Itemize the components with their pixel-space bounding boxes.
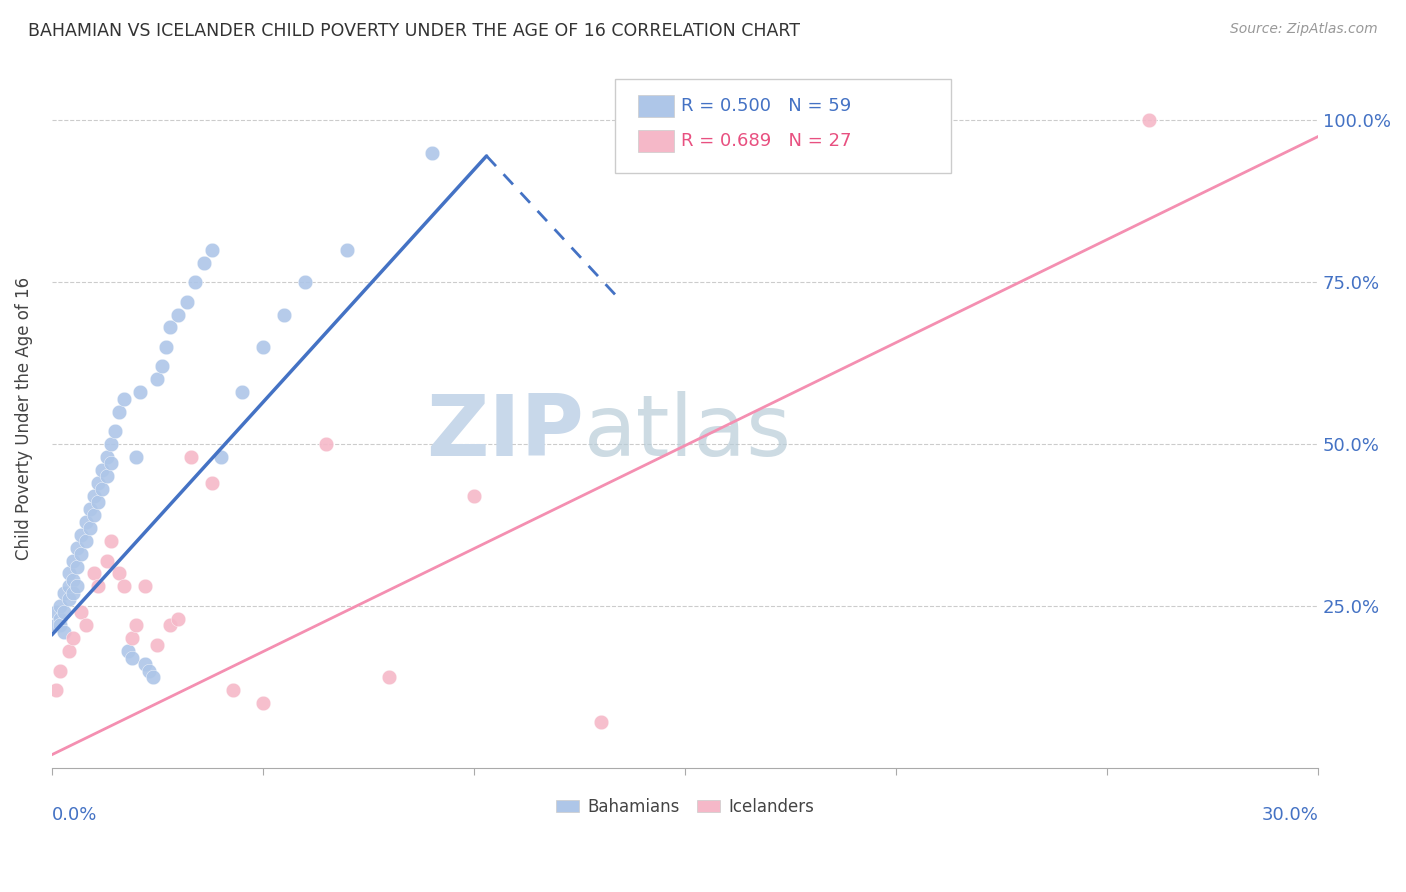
Point <box>180 450 202 464</box>
Point <box>378 670 401 684</box>
FancyBboxPatch shape <box>616 79 950 173</box>
Point <box>252 340 274 354</box>
Point <box>252 696 274 710</box>
Point <box>167 612 190 626</box>
Point <box>87 495 110 509</box>
Point <box>75 534 97 549</box>
Point <box>104 424 127 438</box>
Point <box>45 605 67 619</box>
Point <box>62 586 84 600</box>
Text: R = 0.689   N = 27: R = 0.689 N = 27 <box>681 131 852 150</box>
Text: ZIP: ZIP <box>426 391 583 474</box>
Point <box>159 618 181 632</box>
Point <box>49 664 72 678</box>
Point <box>134 579 156 593</box>
Point <box>294 275 316 289</box>
Point <box>138 664 160 678</box>
Point <box>58 579 80 593</box>
Text: 0.0%: 0.0% <box>52 806 97 824</box>
Point <box>100 437 122 451</box>
Point <box>155 340 177 354</box>
Point <box>117 644 139 658</box>
Point <box>87 579 110 593</box>
Point <box>336 243 359 257</box>
Point <box>134 657 156 672</box>
Point <box>62 631 84 645</box>
FancyBboxPatch shape <box>638 130 673 153</box>
Point <box>62 573 84 587</box>
Point <box>96 469 118 483</box>
Point <box>87 475 110 490</box>
Point <box>146 372 169 386</box>
Point <box>201 243 224 257</box>
Point <box>75 515 97 529</box>
Point <box>121 650 143 665</box>
Point <box>315 437 337 451</box>
Point <box>83 489 105 503</box>
Y-axis label: Child Poverty Under the Age of 16: Child Poverty Under the Age of 16 <box>15 277 32 559</box>
Point <box>49 612 72 626</box>
Point <box>66 541 89 555</box>
Point <box>53 605 76 619</box>
Point <box>53 586 76 600</box>
Point <box>129 385 152 400</box>
Point <box>150 359 173 374</box>
Point <box>91 463 114 477</box>
Point <box>121 631 143 645</box>
Point <box>49 618 72 632</box>
Point <box>125 618 148 632</box>
Point <box>91 483 114 497</box>
Text: 30.0%: 30.0% <box>1261 806 1319 824</box>
Point <box>184 275 207 289</box>
Point <box>146 638 169 652</box>
Point <box>100 457 122 471</box>
Point <box>75 618 97 632</box>
Point <box>1137 113 1160 128</box>
Point <box>222 683 245 698</box>
Point <box>70 547 93 561</box>
Point <box>70 527 93 541</box>
Point <box>58 592 80 607</box>
Point <box>96 553 118 567</box>
Point <box>49 599 72 613</box>
Point <box>231 385 253 400</box>
Point <box>193 256 215 270</box>
Point <box>83 566 105 581</box>
Point <box>53 624 76 639</box>
Point <box>209 450 232 464</box>
Point <box>201 475 224 490</box>
Legend: Bahamians, Icelanders: Bahamians, Icelanders <box>550 791 821 822</box>
Point <box>463 489 485 503</box>
Point <box>112 579 135 593</box>
Point <box>66 560 89 574</box>
Point <box>66 579 89 593</box>
Point <box>58 566 80 581</box>
Point <box>273 308 295 322</box>
Point <box>83 508 105 523</box>
Text: atlas: atlas <box>583 391 792 474</box>
Point <box>176 294 198 309</box>
Text: R = 0.500   N = 59: R = 0.500 N = 59 <box>681 96 852 114</box>
Point <box>62 553 84 567</box>
Point <box>125 450 148 464</box>
Point <box>108 404 131 418</box>
Point <box>96 450 118 464</box>
Point <box>100 534 122 549</box>
Point <box>108 566 131 581</box>
Point <box>45 683 67 698</box>
Point <box>112 392 135 406</box>
Point <box>79 521 101 535</box>
Point <box>58 644 80 658</box>
Point <box>70 605 93 619</box>
Point <box>159 320 181 334</box>
Text: Source: ZipAtlas.com: Source: ZipAtlas.com <box>1230 22 1378 37</box>
Point <box>142 670 165 684</box>
Point <box>79 501 101 516</box>
Text: BAHAMIAN VS ICELANDER CHILD POVERTY UNDER THE AGE OF 16 CORRELATION CHART: BAHAMIAN VS ICELANDER CHILD POVERTY UNDE… <box>28 22 800 40</box>
FancyBboxPatch shape <box>638 95 673 118</box>
Point <box>45 618 67 632</box>
Point <box>167 308 190 322</box>
Point <box>589 715 612 730</box>
Point <box>420 145 443 160</box>
